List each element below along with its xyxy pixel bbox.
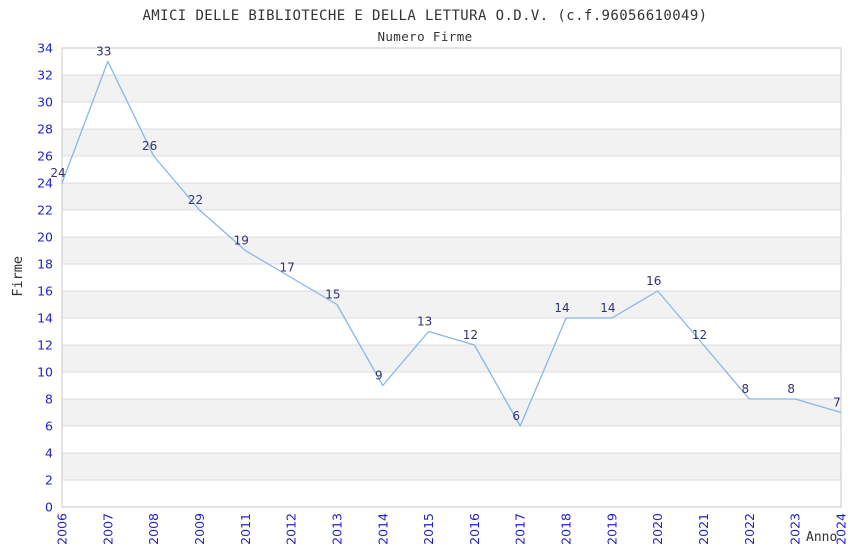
svg-text:34: 34 [37, 41, 53, 56]
svg-text:24: 24 [50, 166, 65, 180]
svg-text:2: 2 [45, 473, 53, 488]
svg-text:2023: 2023 [788, 513, 803, 545]
svg-text:2007: 2007 [100, 513, 115, 545]
svg-text:18: 18 [37, 257, 53, 272]
svg-text:14: 14 [554, 301, 569, 315]
svg-text:17: 17 [279, 261, 294, 275]
svg-text:2018: 2018 [559, 513, 574, 545]
svg-text:0: 0 [45, 500, 53, 515]
svg-text:2008: 2008 [146, 513, 161, 545]
x-axis-tick-labels: 2006 2007 2008 2009 2011 2012 2013 2014 2015 2016… [55, 513, 849, 545]
x-axis-title: Anno [806, 530, 838, 545]
svg-text:2012: 2012 [284, 513, 299, 545]
svg-text:26: 26 [37, 149, 53, 164]
svg-text:14: 14 [37, 311, 53, 326]
svg-text:28: 28 [37, 122, 53, 137]
svg-text:8: 8 [787, 382, 795, 396]
svg-text:12: 12 [463, 328, 478, 342]
chart-title: AMICI DELLE BIBLIOTECHE E DELLA LETTURA … [142, 8, 708, 24]
svg-text:16: 16 [37, 284, 53, 299]
svg-text:13: 13 [417, 315, 432, 329]
svg-text:2021: 2021 [696, 513, 711, 545]
svg-text:19: 19 [234, 234, 249, 248]
chart-subtitle: Numero Firme [377, 29, 473, 44]
svg-text:10: 10 [37, 365, 53, 380]
svg-text:2024: 2024 [834, 513, 849, 545]
svg-text:12: 12 [692, 328, 707, 342]
svg-text:2014: 2014 [375, 513, 390, 545]
svg-text:8: 8 [45, 392, 53, 407]
svg-text:32: 32 [37, 68, 53, 83]
svg-text:2011: 2011 [238, 513, 253, 545]
svg-text:4: 4 [45, 446, 53, 461]
svg-text:2015: 2015 [421, 513, 436, 545]
svg-text:2016: 2016 [467, 513, 482, 545]
plot-border [61, 47, 842, 508]
svg-text:6: 6 [45, 419, 53, 434]
svg-text:14: 14 [600, 301, 615, 315]
svg-text:33: 33 [96, 45, 111, 59]
svg-text:24: 24 [37, 176, 53, 191]
svg-text:2009: 2009 [192, 513, 207, 545]
svg-text:2022: 2022 [742, 513, 757, 545]
svg-text:22: 22 [188, 193, 203, 207]
svg-text:2020: 2020 [650, 513, 665, 545]
svg-text:2006: 2006 [55, 513, 70, 545]
plot-bands [62, 75, 841, 480]
svg-text:2019: 2019 [604, 513, 619, 545]
svg-text:2013: 2013 [329, 513, 344, 545]
svg-text:2017: 2017 [513, 513, 528, 545]
gridlines [62, 47, 841, 508]
svg-text:26: 26 [142, 139, 157, 153]
svg-text:22: 22 [37, 203, 53, 218]
svg-text:7: 7 [833, 396, 841, 410]
svg-text:20: 20 [37, 230, 53, 245]
series-line [61, 60, 842, 427]
svg-text:12: 12 [37, 338, 53, 353]
svg-text:8: 8 [742, 382, 750, 396]
svg-text:30: 30 [37, 95, 53, 110]
svg-text:9: 9 [375, 369, 383, 383]
svg-text:15: 15 [325, 288, 340, 302]
svg-text:6: 6 [512, 409, 520, 423]
svg-text:16: 16 [646, 274, 661, 288]
point-labels: 24 33 26 22 19 17 15 9 13 12 6 14 14 16 12 8 8 7 [50, 45, 840, 424]
